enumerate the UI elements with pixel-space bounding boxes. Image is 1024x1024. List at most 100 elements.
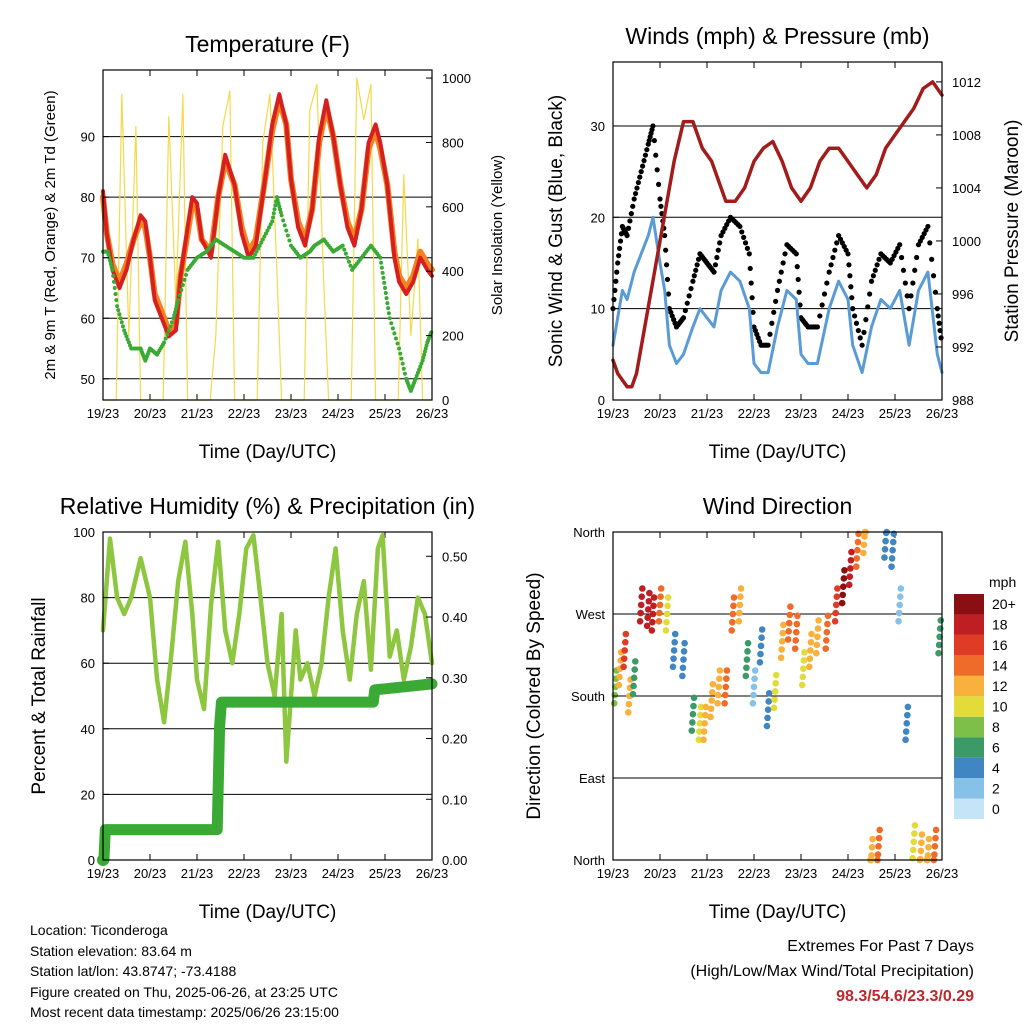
gust-point [690,278,696,284]
y-tick-label: 20 [81,787,95,802]
dewpoint-point [268,222,273,227]
gust-point [897,242,903,248]
gust-point [814,324,821,330]
direction-point [690,702,697,710]
gust-point [665,291,672,297]
dewpoint-point [399,356,404,361]
direction-point [822,637,830,644]
gust-point [832,247,838,253]
direction-point [911,822,919,829]
direction-point [860,549,867,557]
direction-point [670,655,677,662]
x-tick-label: 21/23 [181,406,214,421]
x-tick-label: 23/23 [785,406,818,421]
dewpoint-point [124,334,129,339]
gust-point [796,289,802,295]
gust-point [634,185,640,191]
dewpoint-point [265,228,270,233]
direction-point [854,538,862,546]
direction-point [702,703,710,711]
gust-point [747,265,753,272]
gust-point [657,196,663,202]
dewpoint-point [120,324,125,329]
y-right-tick-label: 0.50 [442,549,467,564]
colorbar-label: 12 [992,678,1008,694]
gust-point [617,238,624,244]
direction-point [813,641,821,649]
direction-point [625,709,632,716]
series-total-rainfall [97,678,438,866]
gust-point [935,313,941,319]
colorbar-label: 6 [992,739,1000,755]
direction-point [621,647,629,654]
gust-point [693,267,699,273]
dewpoint-point [279,213,284,218]
dewpoint-point [276,201,281,206]
dewpoint-point [115,304,120,309]
gust-point [615,260,621,266]
gust-point [927,240,933,246]
dewpoint-point [424,343,429,348]
direction-point [630,674,638,682]
direction-point [853,555,861,562]
direction-point [791,645,799,652]
x-tick-label: 22/23 [228,406,261,421]
direction-point [931,851,938,858]
gust-point [642,152,649,158]
direction-point [629,690,637,698]
y-tick-label: 60 [81,311,95,326]
dewpoint-point [429,330,434,335]
direction-point [874,851,882,858]
y-axis-right-label: Solar Insolation (Yellow) [489,155,506,315]
dewpoint-point [421,355,426,360]
y-tick-label: 70 [81,251,95,266]
direction-point [737,593,744,600]
gust-point [691,273,697,279]
colorbar-label: 8 [992,719,1000,735]
direction-point [709,680,717,688]
gust-point [630,203,636,209]
direction-point [895,617,902,625]
direction-point [646,589,653,597]
direction-point [904,711,911,719]
direction-point [645,597,653,605]
direction-point [932,826,940,834]
dewpoint-point [110,267,115,272]
x-tick-label: 25/23 [879,866,912,881]
x-tick-label: 19/23 [87,406,120,421]
direction-point [701,720,708,727]
dewpoint-point [166,328,171,333]
direction-point [736,609,743,617]
y-tick-label: 10 [591,302,605,317]
gust-point [686,293,692,299]
direction-point [889,546,896,554]
dewpoint-point [278,207,283,212]
gust-point [870,273,876,279]
gust-point [868,278,875,284]
direction-point [784,636,792,643]
gust-point [874,262,880,268]
x-tick-label: 20/23 [644,406,677,421]
direction-point [749,699,757,707]
gust-point [688,285,694,292]
colorbar-cell [954,614,984,635]
x-tick-label: 26/23 [926,866,959,881]
colorbar-cell [954,737,984,758]
y-right-tick-label: 988 [952,393,974,408]
dewpoint-point [402,371,407,376]
dewpoint-point [259,240,264,245]
y-right-tick-label: 1012 [952,75,981,90]
direction-point [657,585,665,592]
dewpoint-point [179,288,184,292]
gust-point [750,309,756,315]
x-tick-label: 21/23 [691,866,724,881]
direction-point [744,648,751,655]
gust-point [737,223,743,230]
gust-point [631,196,637,202]
direction-point [895,609,903,617]
y-tick-label: 30 [591,119,605,134]
direction-point [620,655,628,662]
y-right-tick-label: 800 [442,135,464,150]
direction-point [636,617,644,625]
dewpoint-point [386,306,391,311]
